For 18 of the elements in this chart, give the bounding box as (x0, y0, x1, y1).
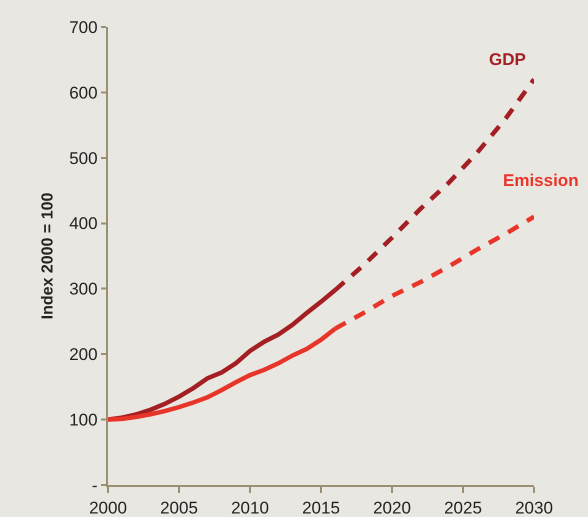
text: Emission (503, 171, 579, 190)
x-tick-label: 2020 (373, 498, 411, 517)
y-tick-label: 500 (69, 148, 98, 168)
y-tick-label: 600 (69, 83, 98, 102)
x-tick-label: 2010 (231, 498, 269, 517)
x-tick-label: 2025 (444, 498, 482, 517)
y-tick-label: 200 (69, 345, 98, 364)
x-tick-label: 2030 (515, 498, 553, 517)
y-tick-label: 100 (69, 410, 98, 430)
y-tick-label: 400 (69, 214, 98, 234)
x-tick-label: 2015 (302, 498, 340, 517)
x-tick-label: 2005 (160, 498, 198, 517)
y-tick-label: 700 (69, 18, 98, 37)
x-tick-label: 2000 (89, 498, 127, 517)
series-label: GDP (489, 50, 526, 69)
y-tick-label: 300 (69, 280, 98, 299)
y-tick-label: - (92, 476, 98, 495)
y-axis-title: Index 2000 = 100 (40, 192, 57, 320)
